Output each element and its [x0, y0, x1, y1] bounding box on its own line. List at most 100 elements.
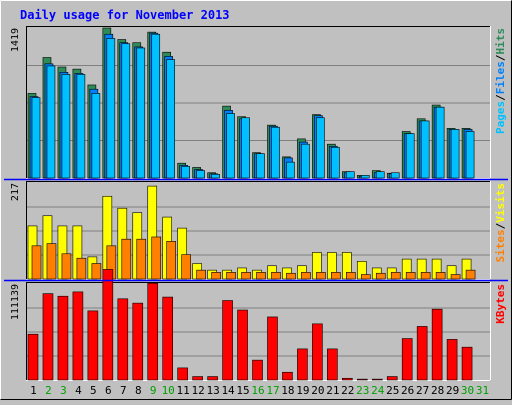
bar-kbytes-day-5	[87, 310, 99, 381]
day-label-8: 8	[135, 384, 142, 397]
bar-pages-day-10	[166, 59, 176, 179]
bar-kbytes-day-25	[386, 376, 398, 381]
bar-pages-day-6	[106, 38, 116, 179]
day-label-9: 9	[150, 384, 157, 397]
bar-kbytes-day-15	[237, 309, 248, 381]
day-label-16: 16	[251, 384, 264, 397]
axis-label-part: Sites	[494, 229, 507, 262]
bar-pages-day-27	[420, 120, 430, 179]
chart-title: Daily usage for November 2013	[20, 8, 230, 22]
bar-kbytes-day-26	[401, 338, 413, 381]
bar-pages-day-16	[256, 153, 265, 179]
bar-sites-day-1	[31, 245, 42, 280]
bar-kbytes-day-8	[132, 302, 144, 381]
bar-kbytes-day-20	[312, 323, 323, 381]
bar-pages-day-30	[465, 131, 475, 179]
bar-sites-day-26	[405, 272, 416, 280]
panel-kbytes: 111139 KBytes	[10, 269, 507, 381]
day-label-30: 30	[461, 384, 474, 397]
bar-sites-day-5	[91, 263, 102, 280]
day-label-1: 1	[30, 384, 37, 397]
bar-sites-day-7	[121, 238, 132, 280]
day-label-11: 11	[177, 384, 190, 397]
bar-kbytes-day-23	[356, 378, 368, 381]
bar-kbytes-day-14	[222, 300, 233, 381]
axis-label-part: /	[494, 54, 507, 61]
bar-kbytes-day-3	[57, 295, 69, 381]
bar-kbytes-day-22	[342, 377, 353, 381]
bar-sites-day-10	[166, 241, 177, 280]
day-label-22: 22	[341, 384, 354, 397]
day-label-21: 21	[326, 384, 339, 397]
bar-sites-day-8	[136, 238, 147, 280]
bar-pages-day-9	[151, 33, 161, 179]
bar-kbytes-day-7	[117, 298, 129, 381]
bar-kbytes-day-30	[461, 346, 473, 381]
bar-kbytes-day-10	[162, 296, 174, 381]
bar-kbytes-day-17	[267, 316, 278, 381]
bar-pages-day-14	[226, 113, 235, 179]
bar-sites-day-19	[301, 272, 311, 280]
bar-sites-day-9	[151, 236, 162, 280]
day-label-17: 17	[266, 384, 279, 397]
day-label-20: 20	[311, 384, 324, 397]
bar-pages-day-13	[211, 174, 220, 179]
bar-pages-day-28	[435, 106, 445, 179]
bar-sites-day-29	[450, 274, 461, 280]
bar-sites-day-22	[346, 272, 356, 280]
bar-sites-day-14	[226, 272, 236, 280]
axis-label-part: Visits	[494, 183, 507, 223]
bar-kbytes-day-13	[207, 376, 218, 381]
bar-kbytes-day-16	[252, 359, 263, 381]
day-label-14: 14	[221, 384, 235, 397]
bar-pages-day-18	[286, 161, 295, 179]
bar-pages-day-8	[136, 47, 146, 179]
bar-kbytes-day-6	[102, 269, 114, 381]
bar-pages-day-21	[331, 147, 340, 179]
bar-pages-day-15	[241, 117, 250, 179]
panel-axis-label: Sites/Visits	[494, 183, 507, 263]
bar-kbytes-day-18	[282, 371, 293, 381]
day-label-24: 24	[371, 384, 385, 397]
day-label-4: 4	[75, 384, 82, 397]
day-label-3: 3	[60, 384, 67, 397]
bar-sites-day-28	[435, 272, 446, 280]
bar-sites-day-4	[76, 257, 87, 280]
day-label-2: 2	[45, 384, 52, 397]
day-label-26: 26	[401, 384, 414, 397]
bar-sites-day-25	[390, 272, 401, 280]
day-label-5: 5	[90, 384, 97, 397]
bar-pages-day-12	[196, 170, 205, 179]
bar-sites-day-23	[360, 274, 371, 280]
panel-max-label: 1419	[10, 28, 21, 52]
day-label-6: 6	[105, 384, 112, 397]
axis-label-part: /	[494, 94, 507, 101]
bar-pages-day-1	[31, 97, 41, 179]
bar-kbytes-day-9	[147, 282, 159, 381]
bar-pages-day-20	[316, 117, 325, 179]
bar-pages-day-5	[91, 93, 101, 179]
bar-sites-day-21	[331, 272, 341, 280]
bar-sites-day-17	[271, 272, 281, 280]
bar-kbytes-day-4	[72, 291, 84, 381]
bar-pages-day-23	[360, 175, 370, 179]
panel-visits-sites: 217 Sites/Visits	[10, 181, 507, 280]
day-label-12: 12	[192, 384, 205, 397]
day-label-13: 13	[206, 384, 219, 397]
bar-sites-day-3	[61, 253, 72, 280]
bar-kbytes-day-19	[297, 348, 308, 381]
bar-kbytes-day-12	[192, 376, 203, 381]
bar-kbytes-day-21	[327, 348, 338, 381]
bar-kbytes-day-28	[431, 308, 443, 381]
bar-pages-day-24	[375, 171, 385, 179]
bar-sites-day-24	[375, 272, 386, 280]
bar-pages-day-26	[405, 133, 415, 179]
bar-pages-day-17	[271, 126, 280, 179]
bar-kbytes-day-2	[42, 293, 54, 381]
axis-label-part: Hits	[494, 28, 507, 55]
panel-axis-label: KBytes	[494, 284, 507, 324]
day-label-19: 19	[296, 384, 309, 397]
